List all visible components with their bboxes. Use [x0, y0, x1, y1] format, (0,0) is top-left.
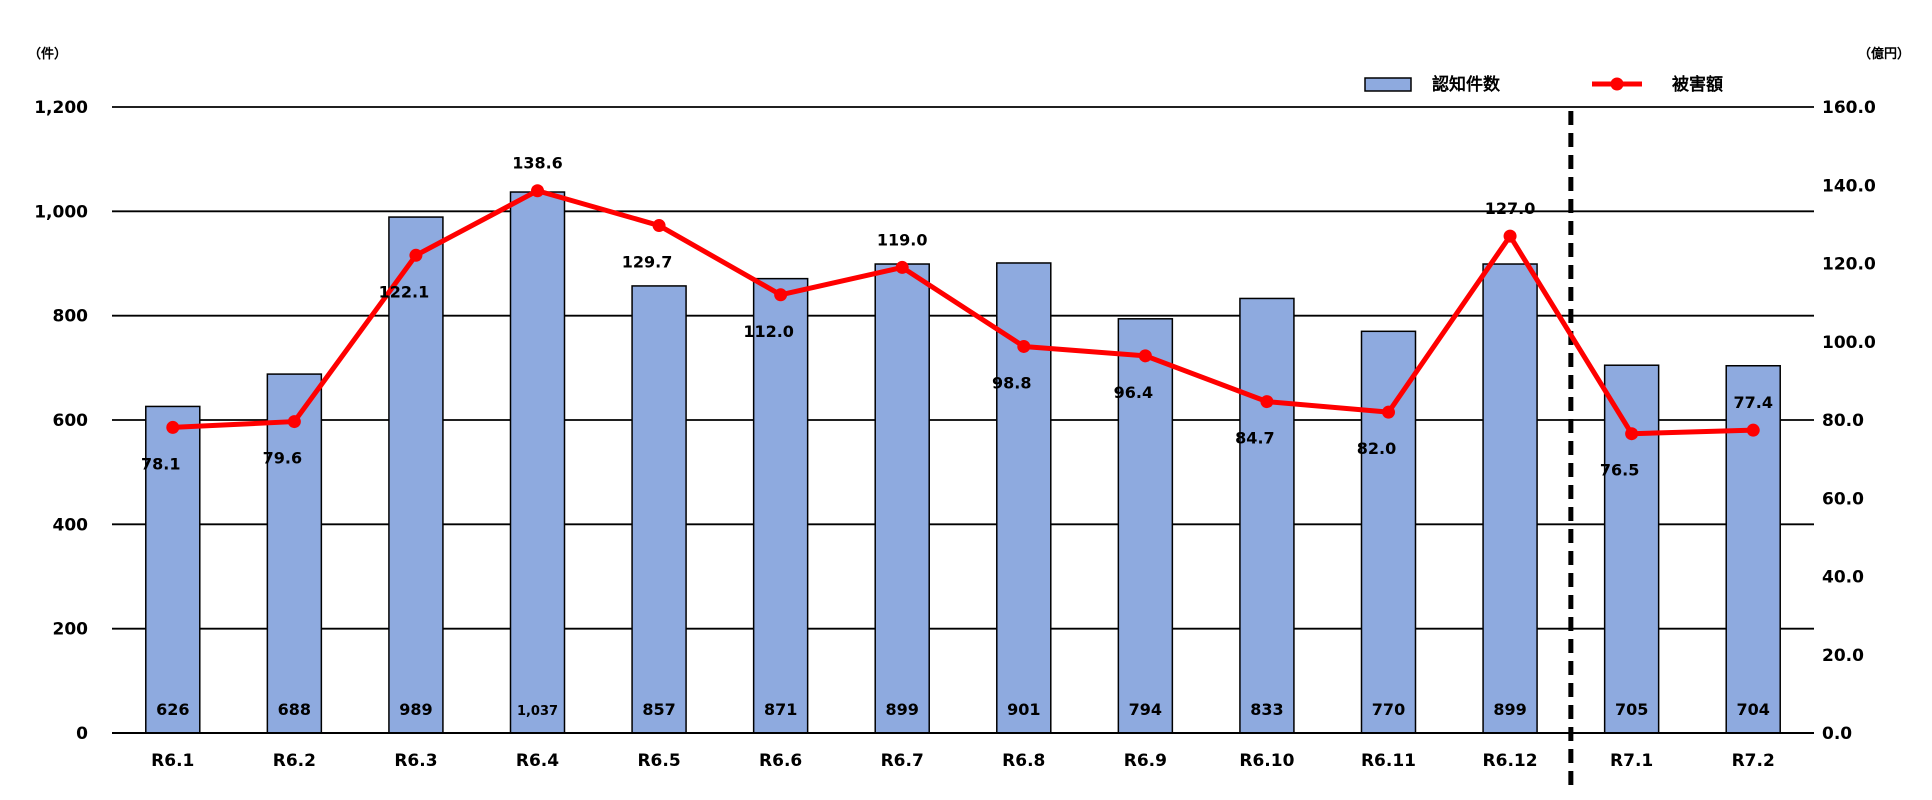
y-left-tick-label: 600: [53, 411, 89, 431]
line-point: [531, 184, 544, 198]
bar-value-label: 899: [1493, 700, 1526, 719]
x-tick-label: R6.6: [759, 751, 802, 771]
y-right-unit: （億円）: [1858, 46, 1910, 62]
x-tick-label: R6.10: [1239, 751, 1294, 771]
bar-value-label: 899: [886, 700, 919, 719]
line-value-label: 138.6: [512, 154, 563, 173]
x-tick-label: R7.2: [1732, 751, 1775, 771]
y-left-tick-label: 200: [53, 620, 89, 640]
line-value-label: 76.5: [1600, 461, 1639, 480]
bar: [752, 277, 809, 734]
bar-value-label: 794: [1129, 700, 1162, 719]
y-right-tick-label: 160.0: [1822, 98, 1876, 118]
x-tick-label: R6.4: [516, 751, 559, 771]
line-point: [652, 219, 666, 233]
x-tick-label: R6.8: [1002, 751, 1045, 771]
bar: [1117, 318, 1174, 734]
y-right-tick-label: 120.0: [1822, 255, 1876, 275]
bar-value-label: 871: [764, 700, 797, 719]
bar: [1482, 263, 1538, 734]
line-point: [1260, 395, 1274, 409]
line-value-label: 82.0: [1357, 439, 1396, 458]
bar: [874, 263, 930, 734]
line-value-label: 96.4: [1114, 383, 1153, 402]
x-tick-label: R6.5: [637, 751, 680, 771]
line-point: [895, 260, 909, 274]
bar-value-label: 770: [1372, 700, 1405, 719]
x-tick-label: R6.7: [881, 751, 924, 771]
line-point: [166, 420, 180, 434]
y-right-tick-label: 80.0: [1822, 411, 1864, 431]
y-right-tick-label: 40.0: [1822, 568, 1864, 588]
legend-line-marker: [1610, 77, 1624, 91]
y-left-tick-label: 400: [53, 515, 89, 535]
y-left-tick-label: 0: [76, 724, 88, 744]
bar: [388, 216, 444, 734]
x-tick-label: R6.9: [1124, 751, 1167, 771]
y-left-tick-label: 800: [53, 307, 89, 327]
line-point: [1503, 229, 1517, 243]
x-tick-label: R6.12: [1483, 751, 1538, 771]
line-value-label: 122.1: [379, 282, 430, 301]
bar-value-label: 857: [642, 700, 675, 719]
legend-label-line: 被害額: [1672, 74, 1723, 95]
line-point: [1382, 405, 1395, 419]
legend-label-bar: 認知件数: [1432, 74, 1501, 95]
line-point: [1625, 427, 1639, 441]
line-value-label: 84.7: [1235, 429, 1274, 448]
bar: [266, 373, 323, 734]
bar-value-label: 901: [1007, 700, 1040, 719]
y-right-tick-label: 20.0: [1822, 646, 1864, 666]
bar: [1725, 364, 1781, 734]
bar: [1603, 364, 1660, 734]
x-tick-label: R6.2: [273, 751, 316, 771]
line-value-label: 119.0: [877, 230, 928, 249]
x-tick-label: R6.1: [151, 751, 194, 771]
y-right-tick-label: 140.0: [1822, 176, 1876, 196]
bar: [631, 285, 687, 734]
line-value-label: 78.1: [141, 454, 180, 473]
line-point: [774, 288, 788, 302]
bar-value-label: 705: [1615, 700, 1648, 719]
line-point: [409, 248, 423, 262]
bar-value-label: 833: [1250, 700, 1283, 719]
y-right-tick-label: 100.0: [1822, 333, 1876, 353]
bar: [1360, 330, 1417, 734]
legend-bar-swatch: [1364, 77, 1412, 92]
line-value-label: 127.0: [1485, 199, 1536, 218]
line-series-path: [172, 188, 1754, 437]
x-tick-label: R6.3: [394, 751, 437, 771]
line-value-label: 79.6: [263, 449, 302, 468]
bar: [509, 191, 566, 734]
y-left-tick-label: 1,000: [34, 202, 88, 222]
line-value-label: 112.0: [743, 322, 794, 341]
bar-value-label: 704: [1737, 700, 1770, 719]
line-value-label: 77.4: [1733, 393, 1772, 412]
line-value-label: 98.8: [992, 373, 1031, 392]
bar-value-label: 688: [278, 700, 311, 719]
y-right-tick-label: 60.0: [1822, 489, 1864, 509]
line-point: [287, 415, 301, 429]
y-left-tick-label: 1,200: [34, 98, 88, 118]
line-point: [1138, 349, 1152, 363]
y-right-tick-label: 0.0: [1822, 724, 1852, 744]
y-left-unit: （件）: [28, 46, 67, 62]
bar-value-label: 626: [156, 700, 189, 719]
line-point: [1017, 339, 1031, 353]
bar: [1239, 297, 1295, 734]
line-point: [1746, 423, 1760, 437]
x-tick-label: R6.11: [1361, 751, 1416, 771]
line-value-label: 129.7: [622, 253, 673, 272]
bar-value-label: 989: [399, 700, 432, 719]
x-tick-label: R7.1: [1610, 751, 1653, 771]
bar-value-label: 1,037: [517, 704, 558, 719]
